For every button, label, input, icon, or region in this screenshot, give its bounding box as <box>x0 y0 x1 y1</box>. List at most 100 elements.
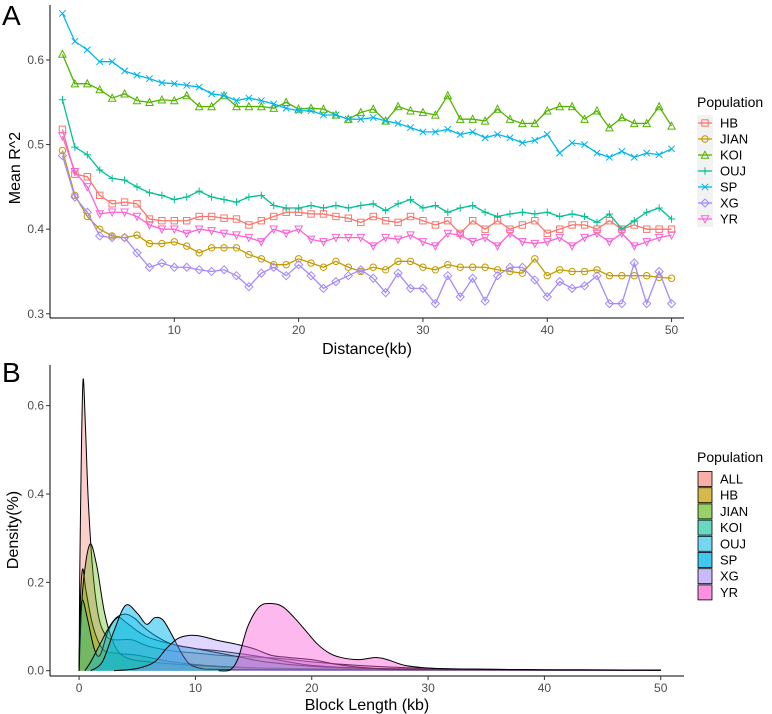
series-yr-point <box>480 233 490 243</box>
series-jian-line <box>61 150 672 279</box>
series-ouj-point <box>133 183 141 191</box>
series-ouj-point <box>580 212 589 221</box>
series-sp-point <box>556 149 564 157</box>
series-jian-point <box>307 259 315 267</box>
series-jian-point <box>245 250 253 259</box>
series-xg-point <box>629 258 639 268</box>
panel-b-x-tick-label: 50 <box>654 681 668 695</box>
panel-a-x-axis-title: Distance(kb) <box>322 341 412 358</box>
series-koi-point <box>580 114 589 123</box>
series-yr-point <box>455 231 465 240</box>
series-ouj-point <box>593 218 601 227</box>
series-hb-point <box>133 200 141 208</box>
series-yr-point <box>468 238 478 247</box>
series-yr-point <box>82 183 92 192</box>
panel-a-x-tick-label: 40 <box>541 323 555 337</box>
panel-b-legend-title: Population <box>697 449 763 465</box>
panel-a-x-tick-label: 20 <box>292 323 306 337</box>
series-xg-point <box>641 298 652 309</box>
series-hb-point <box>108 200 116 208</box>
series-yr-point <box>654 233 664 243</box>
series-xg <box>57 150 677 309</box>
series-sp <box>58 9 676 161</box>
series-sp-point <box>96 58 104 66</box>
series-ouj-line <box>61 99 672 231</box>
series-ouj-point <box>58 96 67 104</box>
series-hb-point <box>270 212 278 221</box>
series-hb-point <box>506 225 514 233</box>
series-xg-point <box>318 283 329 294</box>
series-ouj-point <box>319 204 328 212</box>
series-jian-point <box>207 244 216 252</box>
series-yr-point <box>343 233 353 243</box>
series-hb-point <box>307 210 315 218</box>
density-yr <box>218 602 661 672</box>
panel-a-y-axis-title: Mean R^2 <box>7 132 24 205</box>
series-hb-point <box>158 217 166 225</box>
legend-a-item-ouj: OUJ <box>697 163 746 179</box>
series-sp-point <box>195 83 203 91</box>
series-ouj-point <box>332 201 340 210</box>
series-xg-point <box>617 298 627 309</box>
panel-b-y-tick-label: 0.2 <box>27 575 44 589</box>
series-koi-point <box>418 107 428 117</box>
series-yr-point <box>493 242 502 251</box>
series-jian-point <box>431 266 440 274</box>
series-xg-point <box>356 265 366 275</box>
density-koi-area <box>79 600 661 671</box>
series-jian-point <box>170 238 179 246</box>
series-hb-point <box>568 221 576 229</box>
series-koi-point <box>617 112 627 122</box>
series-jian-point <box>394 257 402 266</box>
series-ouj-point <box>655 204 663 212</box>
legend-b-key-swatch <box>697 503 713 520</box>
series-koi-point <box>629 118 639 128</box>
legend-b-key-swatch <box>697 519 713 536</box>
series-yr-point <box>207 227 217 236</box>
legend-b-item-xg: XG <box>697 568 739 585</box>
series-koi-point <box>281 97 291 106</box>
series-yr-point <box>70 167 80 177</box>
series-jian-point <box>220 244 228 252</box>
series-sp-point <box>406 124 415 132</box>
series-hb-point <box>96 191 104 200</box>
series-ouj-point <box>555 212 564 221</box>
series-yr-point <box>232 231 241 240</box>
series-sp-point <box>643 149 651 157</box>
series-hb-point <box>257 217 266 225</box>
series-yr-point <box>505 229 515 239</box>
series-ouj-point <box>207 193 216 201</box>
series-xg-point <box>219 265 229 275</box>
series-jian-point <box>58 146 67 155</box>
series-xg-point <box>405 283 416 294</box>
series-yr-point <box>530 239 540 249</box>
series-yr-point <box>381 233 391 243</box>
series-jian-point <box>618 272 626 280</box>
series-xg-point <box>132 248 142 258</box>
series-xg-point <box>57 150 68 161</box>
series-jian-point <box>555 266 564 274</box>
panel-a-legend-title: Population <box>697 94 763 110</box>
series-yr-point <box>368 242 378 251</box>
series-xg-point <box>281 270 291 281</box>
series-koi-point <box>232 101 241 111</box>
series-xg-point <box>231 270 242 281</box>
series-xg-line <box>61 155 673 306</box>
series-jian-point <box>630 272 638 280</box>
panel-b-x-tick-label: 0 <box>76 681 83 695</box>
legend-a-item-hb: HB <box>697 115 738 131</box>
series-hb-point <box>245 221 253 229</box>
series-yr-point <box>393 235 403 245</box>
series-sp-point <box>357 115 365 123</box>
series-koi-point <box>604 122 614 132</box>
series-hb-point <box>518 221 527 229</box>
legend-a-item-jian: JIAN <box>697 131 748 147</box>
series-hb-point <box>580 221 589 229</box>
series-jian-point <box>481 263 489 271</box>
series-yr-point <box>430 242 440 251</box>
series-ouj-point <box>630 217 638 225</box>
series-ouj <box>58 96 676 233</box>
series-ouj-point <box>618 225 626 233</box>
series-hb-point <box>220 214 228 222</box>
series-sp-point <box>83 46 91 54</box>
